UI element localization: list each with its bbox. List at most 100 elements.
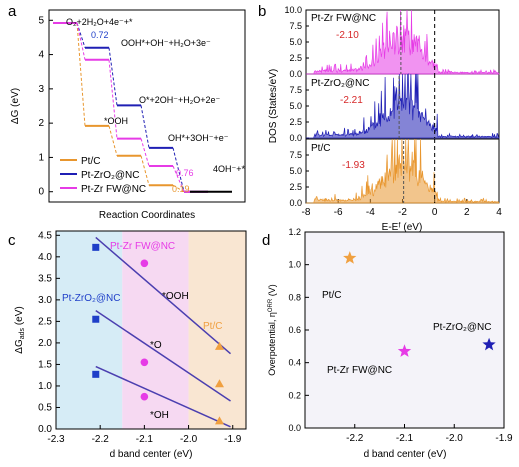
chart-d-xlabel: d band center (eV): [364, 449, 447, 460]
chart-d-xtick-label-0: -2.2: [346, 433, 364, 444]
point-label-ptc: Pt/C: [322, 290, 341, 301]
chart-b-ytick-label-2-3: 7.5: [289, 150, 302, 160]
chart-d-point-0: [343, 251, 357, 264]
point-label-zrfw: Pt-Zr FW@NC: [327, 365, 392, 376]
species-o: *O: [150, 340, 162, 351]
chart-c-point-0-1: [92, 315, 100, 323]
step-label-5: 4OH⁻+*: [213, 164, 246, 174]
chart-d-point-2: [482, 337, 496, 351]
chart-d-ytick-label-5: 1.0: [288, 260, 301, 270]
chart-b-xtick-label-3: -2: [398, 207, 407, 218]
chart-a-connector-0-3: [172, 184, 185, 193]
chart-a-frame: [48, 9, 246, 203]
chart-b-ytick-label-1-1: 2.5: [289, 117, 302, 127]
chart-a-ytick-label-3: 3: [38, 84, 44, 95]
chart-b-ylabel: DOS (States/eV): [268, 69, 279, 143]
chart-c-label-ptc: Pt/C: [203, 321, 222, 332]
chart-a-ytick-label-1: 1: [38, 152, 44, 163]
dos-center-zrfw: -2.10: [336, 30, 359, 41]
chart-d-background: [305, 232, 504, 428]
chart-d-ylabel: Overpotential, ηORR (V): [267, 284, 277, 375]
chart-d-xtick-label-3: -1.9: [495, 433, 513, 444]
chart-c-label-zro2: Pt-ZrO₂@NC: [62, 293, 120, 304]
chart-a-xlabel: Reaction Coordinates: [99, 210, 195, 221]
chart-b-ytick-label-0-0: 0.0: [289, 69, 302, 79]
dos-label-zro2: Pt-ZrO₂@NC: [311, 78, 369, 89]
chart-b-xtick-label-1: -6: [334, 207, 343, 218]
chart-a-connector-1-2: [140, 105, 150, 148]
chart-c-point-2-0: [214, 341, 224, 350]
chart-a-connector-2-0: [76, 22, 86, 60]
chart-d-xtick-label-2: -2.0: [446, 433, 464, 444]
chart-c-point-2-2: [214, 416, 224, 425]
chart-a-legend: Pt/C Pt-ZrO₂@NC Pt-Zr FW@NC: [60, 156, 146, 195]
chart-c-region-1: [122, 231, 189, 429]
chart-c-ylabel: ΔGads (eV): [14, 306, 26, 353]
chart-c-region-0: [56, 231, 123, 429]
chart-a-connector-0-0: [76, 22, 86, 126]
chart-b-dos-0: [306, 9, 500, 75]
chart-c-ytick-label-2: 1.0: [38, 381, 52, 392]
chart-a-connector-0-1: [108, 125, 118, 156]
chart-c-region-2: [188, 231, 246, 429]
chart-c-ytick-label-1: 0.5: [38, 402, 52, 413]
chart-d-ytick-label-0: 0.0: [288, 423, 301, 433]
chart-c-xtick-label-3: -2.0: [180, 434, 198, 445]
chart-d: -2.2 -2.1 -2.0 -1.9 0.0 0.2 0.4 0.6 0.8 1.0 1.2 Ov…: [267, 227, 513, 460]
panel-letter-c: c: [8, 232, 16, 249]
chart-d-xtick-label-1: -2.1: [396, 433, 414, 444]
legend-label-zro2: Pt-ZrO₂@NC: [81, 170, 139, 181]
chart-b-ytick-label-1-2: 5.0: [289, 101, 302, 111]
chart-b-ytick-label-0-4: 10.0: [284, 5, 302, 15]
chart-c-ytick-label-6: 3.0: [38, 295, 52, 306]
legend-label-ptc: Pt/C: [81, 156, 100, 167]
species-ooh: *OOH: [162, 291, 189, 302]
chart-a-ytick-label-4: 4: [38, 50, 44, 61]
chart-b-ytick-label-2-1: 2.5: [289, 182, 302, 192]
chart-b-ytick-label-0-2: 5.0: [289, 37, 302, 47]
panel-letter-a: a: [8, 3, 17, 20]
step-label-3: *OOH: [104, 116, 128, 126]
legend-label-zrfw: Pt-Zr FW@NC: [81, 184, 146, 195]
dos-center-ptc: -1.93: [342, 160, 365, 171]
chart-c-point-0-0: [92, 243, 100, 251]
panel-letter-b: b: [258, 3, 266, 20]
chart-c-point-1-1: [140, 358, 149, 367]
chart-c-ytick-label-8: 4.0: [38, 252, 52, 263]
chart-c-xtick-label-0: -2.3: [47, 434, 65, 445]
chart-d-ytick-label-3: 0.6: [288, 325, 301, 335]
chart-d-ytick-label-4: 0.8: [288, 292, 301, 302]
chart-b-xtick-label-2: -4: [366, 207, 375, 218]
step-label-0: O₂+2H₂O+4e⁻+*: [66, 17, 133, 27]
chart-c-fit-1: [95, 310, 231, 402]
chart-d-point-1: [397, 344, 412, 357]
chart-a-ylabel: ΔG (eV): [10, 88, 21, 124]
chart-b-ytick-label-0-1: 2.5: [289, 53, 302, 63]
step-label-1: OOH*+OH⁻+H₂O+3e⁻: [121, 38, 211, 48]
chart-c-fit-2: [95, 365, 231, 428]
chart-c-xtick-label-1: -2.2: [92, 434, 110, 445]
chart-b-xtick-label-4: 0: [432, 207, 438, 218]
chart-d-ytick-label-1: 0.2: [288, 390, 301, 400]
chart-c-ytick-label-0: 0.0: [38, 424, 52, 435]
step-label-4: OH*+3OH⁻+e⁻: [168, 133, 229, 143]
chart-a: 0 1 2 3 4 5 ΔG (eV) Reaction Coordinates O₂+2…: [10, 9, 246, 221]
chart-c-point-1-2: [140, 392, 149, 401]
chart-c-frame: [55, 230, 247, 430]
chart-b-xtick-label-5: 2: [464, 207, 470, 218]
chart-c-point-0-2: [92, 370, 100, 378]
chart-d-ytick-label-6: 1.2: [288, 227, 301, 237]
annotation-072: 0.72: [91, 30, 109, 40]
panel-letter-d: d: [262, 232, 270, 249]
chart-b: -8 -6 -4 -2 0 2 4 0.0 2.5 5.0 7.5 10.0 0.0 2.5 5.0 7.5 0…: [268, 5, 502, 233]
chart-a-connector-2-1: [108, 59, 118, 139]
step-label-2: O*+2OH⁻+H₂O+2e⁻: [139, 95, 221, 105]
dos-label-zrfw: Pt-Zr FW@NC: [311, 13, 376, 24]
chart-a-connector-0-2: [140, 155, 150, 186]
chart-c-ytick-label-9: 4.5: [38, 230, 52, 241]
chart-b-xlabel: E-Eᶠ (eV): [382, 222, 423, 233]
chart-b-xtick-label-6: 4: [496, 207, 502, 218]
chart-c-fit-0: [95, 236, 232, 355]
chart-c-xlabel: d band center (eV): [110, 449, 193, 460]
